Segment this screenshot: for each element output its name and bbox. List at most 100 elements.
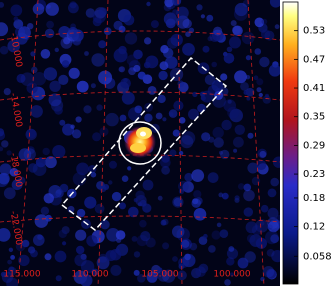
noise-blob [159, 61, 169, 71]
noise-blob [44, 28, 55, 38]
noise-blob [266, 249, 275, 257]
noise-blob [144, 113, 153, 123]
noise-blob [228, 36, 242, 49]
noise-blob [98, 253, 108, 263]
noise-blob [219, 229, 229, 238]
noise-blob [9, 167, 19, 177]
noise-blob [245, 55, 251, 61]
noise-blob [203, 233, 208, 239]
noise-blob [26, 128, 36, 139]
noise-blob [118, 66, 125, 73]
noise-blob [220, 73, 228, 81]
noise-blob [226, 46, 233, 53]
colorbar-tick-label: 0.35 [303, 112, 325, 123]
noise-blob [140, 231, 151, 242]
noise-blob [59, 183, 69, 193]
noise-blob [267, 217, 279, 229]
noise-blob [267, 188, 277, 198]
noise-blob [271, 250, 280, 263]
noise-blob [213, 26, 223, 36]
noise-blob [162, 218, 169, 226]
noise-blob [256, 87, 262, 93]
noise-blob [18, 26, 31, 40]
noise-blob [234, 124, 245, 135]
colorbar-tick-label: 0.29 [303, 140, 325, 151]
noise-blob [201, 132, 211, 142]
noise-blob [100, 219, 110, 230]
noise-blob [184, 172, 194, 182]
noise-blob [256, 159, 267, 171]
noise-blob [157, 195, 163, 201]
noise-blob [92, 132, 102, 142]
noise-blob [211, 230, 221, 240]
noise-blob [119, 202, 126, 210]
noise-blob [33, 234, 45, 246]
noise-blob [246, 96, 251, 101]
noise-blob [234, 195, 240, 201]
noise-blob [7, 259, 12, 265]
noise-blob [193, 190, 202, 199]
noise-blob [188, 108, 199, 120]
noise-blob [128, 206, 139, 218]
noise-blob [35, 157, 47, 168]
ra-label: 115.000 [3, 270, 40, 280]
noise-blob [229, 108, 243, 123]
noise-blob [143, 61, 151, 69]
noise-blob [45, 214, 52, 222]
noise-blob [224, 279, 231, 286]
noise-blob [0, 228, 11, 242]
noise-blob [0, 172, 10, 185]
noise-blob [221, 119, 232, 131]
noise-blob [200, 14, 205, 19]
noise-blob [142, 179, 154, 191]
noise-blob [92, 17, 102, 27]
noise-blob [256, 78, 264, 86]
noise-blob [55, 275, 62, 282]
noise-blob [105, 250, 117, 262]
noise-blob [255, 237, 267, 249]
noise-blob [151, 264, 161, 275]
noise-blob [96, 256, 110, 270]
noise-blob [40, 206, 50, 215]
noise-blob [90, 83, 96, 89]
colorbar-tick-label: 0.47 [303, 54, 325, 65]
noise-blob [245, 221, 258, 234]
noise-blob [216, 222, 222, 228]
noise-blob [197, 103, 206, 113]
noise-blob [259, 150, 267, 158]
noise-blob [245, 87, 255, 97]
noise-blob [123, 14, 135, 26]
noise-blob [223, 99, 236, 112]
noise-blob [172, 225, 185, 238]
noise-blob [178, 117, 186, 124]
noise-blob [3, 187, 16, 200]
noise-blob [90, 171, 97, 178]
noise-blob [266, 268, 277, 279]
noise-blob [23, 148, 36, 161]
noise-blob [247, 162, 259, 174]
noise-blob [133, 251, 141, 258]
noise-blob [133, 64, 141, 73]
noise-blob [68, 2, 79, 14]
noise-blob [243, 207, 253, 217]
noise-blob [180, 135, 194, 149]
noise-blob [226, 257, 235, 266]
colorbar-tick-label: 0.12 [303, 222, 325, 233]
noise-blob [32, 3, 45, 15]
noise-blob [8, 266, 15, 272]
ra-label: 105.000 [141, 270, 178, 280]
noise-blob [116, 237, 122, 243]
noise-blob [45, 2, 59, 16]
noise-blob [202, 45, 210, 53]
noise-blob [131, 236, 138, 242]
noise [0, 0, 280, 286]
noise-blob [76, 162, 89, 176]
noise-blob [86, 235, 98, 247]
noise-blob [196, 4, 203, 11]
noise-blob [54, 47, 59, 53]
noise-blob [0, 163, 12, 176]
noise-blob [127, 166, 132, 171]
noise-blob [182, 181, 194, 193]
noise-blob [46, 20, 54, 29]
noise-blob [91, 268, 99, 276]
